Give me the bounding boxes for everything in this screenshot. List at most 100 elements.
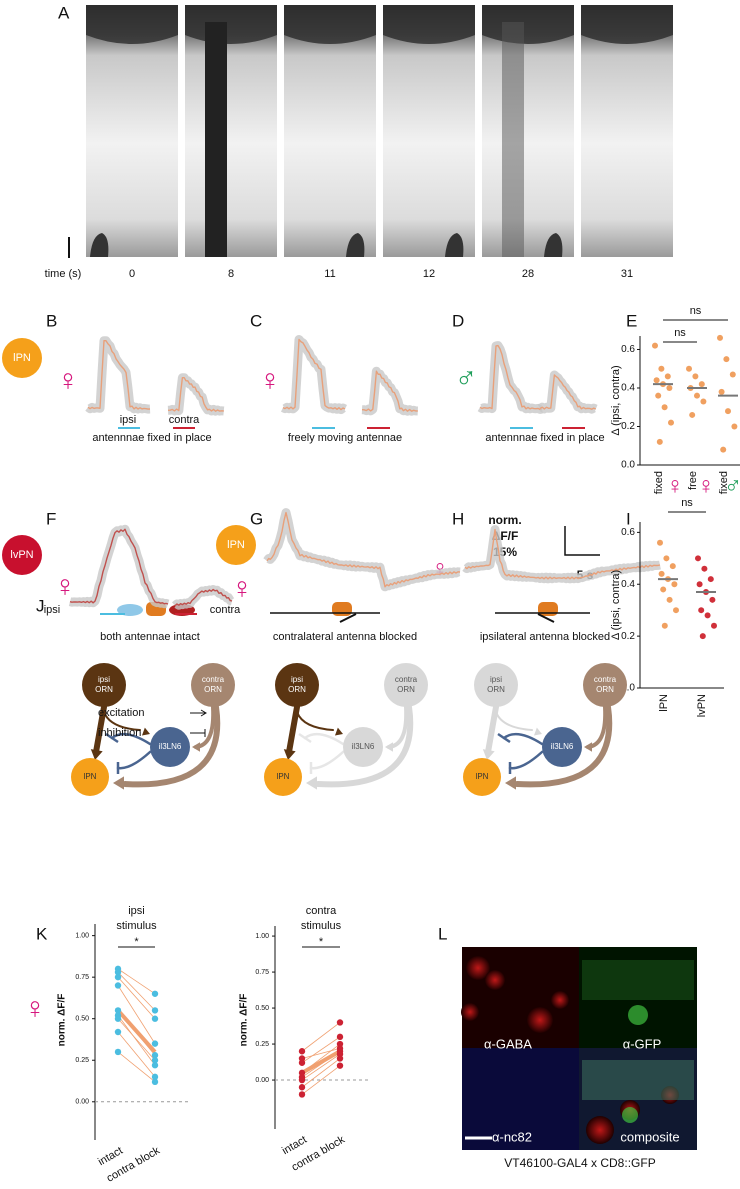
y-axis-label: Δ (ipsi, contra) <box>610 570 622 640</box>
data-point <box>698 607 705 614</box>
condition: both antennae intact <box>100 631 200 643</box>
time-value: 28 <box>522 268 534 280</box>
video-frame <box>482 5 574 257</box>
antenna <box>346 233 365 257</box>
trace <box>87 340 151 410</box>
data-point <box>336 1055 344 1062</box>
antenna <box>90 233 109 257</box>
lpn <box>71 758 109 796</box>
data-point <box>717 334 723 341</box>
data-point <box>694 392 700 399</box>
excitatory-connection <box>122 704 221 788</box>
scale-bar <box>564 526 600 556</box>
arrow-head <box>306 776 317 790</box>
sig-label: * <box>134 936 139 948</box>
category-label: free <box>687 471 699 490</box>
data-point <box>704 612 711 619</box>
j-contra: contra <box>210 604 241 616</box>
sex-symbol: ♂ <box>724 472 740 499</box>
inhibitory-connection <box>508 750 544 770</box>
data-point <box>151 1062 159 1069</box>
block-mark <box>537 613 555 623</box>
data-point <box>723 356 730 363</box>
cell-label: lPN <box>13 352 31 364</box>
stim-label: ipsi <box>120 414 137 426</box>
cell-label: lvPN <box>10 549 33 561</box>
condition: ipsilateral antenna blocked <box>480 631 610 643</box>
data-point <box>700 398 707 405</box>
excitatory-connection <box>296 711 334 731</box>
category-label: lvPN <box>696 694 708 717</box>
sex-symbol: ♀ <box>54 570 77 603</box>
data-point <box>701 565 708 572</box>
arrow-head <box>584 742 592 752</box>
fly-head <box>86 5 178 44</box>
legend-arrow <box>190 709 207 717</box>
ipsi-orn-label: ORN <box>95 685 113 694</box>
data-point <box>114 1007 122 1014</box>
y-tick-label: 0.50 <box>75 1016 89 1023</box>
contra-orn-label: contra <box>395 675 418 684</box>
pair-line <box>117 971 156 1011</box>
data-point <box>656 438 663 445</box>
mean-line <box>116 1009 157 1054</box>
panel-letter: H <box>452 509 464 528</box>
ipsi-orn <box>275 663 319 707</box>
inhibitory-connection <box>110 732 152 746</box>
category-label: fixed <box>653 471 665 494</box>
y-tick-label: 0.25 <box>255 1041 269 1048</box>
data-point <box>709 596 716 603</box>
trace <box>282 338 346 411</box>
data-point <box>298 1091 306 1098</box>
arrow-head <box>334 727 343 736</box>
legend-label: inhibition <box>98 727 141 739</box>
panel-letter: C <box>250 311 262 330</box>
cell-label: lPN <box>227 539 245 551</box>
panel-letter: G <box>250 509 263 528</box>
trace <box>361 370 418 412</box>
time-value: 11 <box>324 268 335 280</box>
il3ln6-label: il3LN6 <box>551 742 574 751</box>
pair-line <box>117 985 156 1044</box>
data-point <box>151 990 159 997</box>
arrow-head <box>385 742 393 752</box>
data-point <box>151 1015 159 1022</box>
video-frame <box>185 5 277 257</box>
condition: contralateral antenna blocked <box>273 631 417 643</box>
il3ln6-label: il3LN6 <box>159 742 182 751</box>
data-point <box>707 576 714 583</box>
inhibitory-connection <box>116 750 152 770</box>
y-tick-label: 1.00 <box>75 932 89 939</box>
data-point <box>114 982 122 989</box>
data-point <box>298 1048 306 1055</box>
category-label: fixed <box>718 471 730 494</box>
trace <box>539 374 597 410</box>
legend-inhibition <box>190 729 206 737</box>
data-point <box>653 377 660 384</box>
pair-line <box>117 968 156 995</box>
trace-band <box>67 524 171 609</box>
video-frame <box>581 5 673 257</box>
data-point <box>725 408 731 415</box>
data-point <box>686 365 692 372</box>
contra-orn-label: ORN <box>596 685 614 694</box>
sex-symbol: ♀ <box>231 572 254 605</box>
data-point <box>666 596 673 603</box>
pair-line <box>117 1051 156 1083</box>
lpn <box>264 758 302 796</box>
data-point <box>671 581 678 588</box>
y-axis-label: norm. ΔF/F <box>57 994 68 1047</box>
y-tick-label: 0.0 <box>621 460 635 471</box>
il3ln6 <box>542 727 582 767</box>
pair-line <box>301 1058 341 1088</box>
data-point <box>657 539 663 546</box>
fly-head <box>284 5 376 44</box>
sig-label: ns <box>690 305 702 317</box>
arrow-head <box>113 776 124 790</box>
contra-orn-label: ORN <box>397 685 415 694</box>
channel-label: composite <box>620 1129 679 1144</box>
pair-line <box>301 1065 341 1095</box>
pair-line <box>301 1022 341 1052</box>
data-point <box>151 1040 159 1047</box>
sig-label: ns <box>681 497 693 509</box>
